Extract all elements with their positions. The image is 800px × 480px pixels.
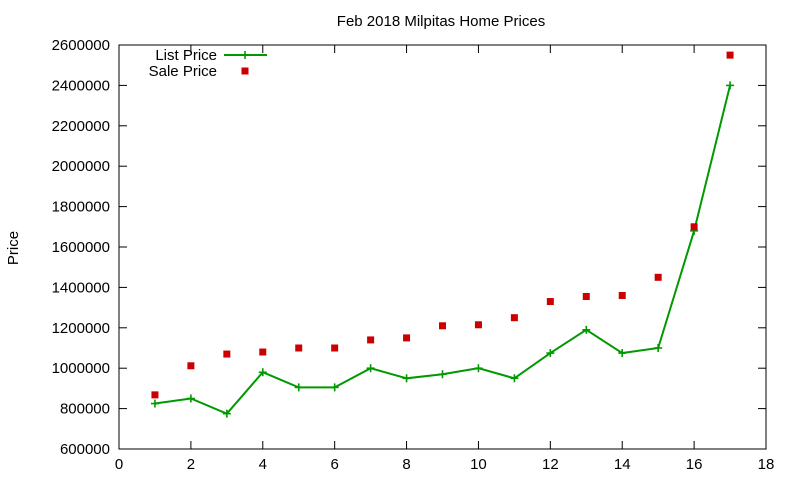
data-point-sale-price bbox=[151, 391, 159, 399]
data-point-list-price bbox=[510, 374, 519, 383]
series-list-price bbox=[150, 81, 735, 418]
data-point-sale-price bbox=[331, 344, 339, 352]
y-tick-label: 2400000 bbox=[52, 77, 110, 94]
y-axis-label: Price bbox=[5, 231, 22, 265]
data-point-sale-price bbox=[295, 344, 303, 352]
data-point-sale-price bbox=[474, 321, 482, 329]
x-tick-label: 2 bbox=[187, 456, 195, 473]
data-point-list-price bbox=[474, 364, 483, 373]
data-point-list-price bbox=[618, 349, 627, 358]
y-tick-label: 1000000 bbox=[52, 360, 110, 377]
series-line-list-price bbox=[154, 85, 732, 415]
data-point-sale-price bbox=[187, 362, 195, 370]
data-point-sale-price bbox=[367, 336, 375, 344]
x-tick-label: 14 bbox=[614, 456, 631, 473]
data-point-list-price bbox=[330, 383, 339, 392]
y-tick-label: 1400000 bbox=[52, 279, 110, 296]
y-tick-label: 2200000 bbox=[52, 118, 110, 135]
data-point-sale-price bbox=[439, 322, 446, 330]
data-point-sale-price bbox=[582, 292, 590, 300]
data-point-list-price bbox=[546, 349, 555, 358]
data-point-sale-price bbox=[259, 348, 267, 356]
data-point-list-price bbox=[726, 81, 735, 90]
legend-marker-sale-price bbox=[241, 67, 249, 75]
y-tick-label: 2600000 bbox=[52, 37, 110, 54]
data-point-sale-price bbox=[618, 291, 626, 299]
plot-frame bbox=[118, 44, 767, 450]
data-point-list-price bbox=[222, 409, 231, 418]
data-point-list-price bbox=[438, 370, 447, 379]
y-tick-label: 600000 bbox=[60, 441, 110, 458]
data-point-list-price bbox=[582, 325, 591, 334]
data-point-sale-price bbox=[546, 298, 554, 306]
data-point-list-price bbox=[366, 364, 375, 373]
data-point-sale-price bbox=[654, 273, 662, 281]
x-tick-label: 16 bbox=[686, 456, 703, 473]
series-sale-price bbox=[151, 51, 734, 399]
axis-ticks: 0 2 4 6 8 10 12 14 16 18 600000 800000 1000000 120000… bbox=[52, 37, 775, 473]
x-tick-label: 6 bbox=[330, 456, 338, 473]
x-tick-label: 0 bbox=[115, 456, 123, 473]
legend-label-sale-price: Sale Price bbox=[149, 63, 217, 80]
y-tick-label: 1200000 bbox=[52, 320, 110, 337]
data-point-sale-price bbox=[690, 223, 698, 231]
chart-title: Feb 2018 Milpitas Home Prices bbox=[337, 13, 545, 30]
y-tick-label: 1600000 bbox=[52, 239, 110, 256]
x-tick-label: 18 bbox=[758, 456, 775, 473]
x-tick-label: 4 bbox=[259, 456, 267, 473]
data-point-list-price bbox=[654, 344, 663, 352]
legend-label-list-price: List Price bbox=[155, 47, 217, 64]
data-point-list-price bbox=[402, 374, 411, 383]
x-tick-label: 12 bbox=[542, 456, 559, 473]
x-tick-label: 8 bbox=[402, 456, 410, 473]
data-point-sale-price bbox=[223, 350, 231, 358]
y-tick-label: 800000 bbox=[60, 401, 110, 418]
series-layer bbox=[150, 51, 735, 418]
data-point-sale-price bbox=[726, 51, 734, 59]
data-point-sale-price bbox=[510, 314, 518, 322]
y-tick-label: 2000000 bbox=[52, 158, 110, 175]
x-tick-label: 10 bbox=[470, 456, 487, 473]
data-point-sale-price bbox=[403, 334, 411, 342]
data-point-list-price bbox=[186, 394, 195, 403]
data-point-list-price bbox=[150, 399, 159, 408]
data-point-list-price bbox=[294, 383, 303, 392]
y-tick-label: 1800000 bbox=[52, 199, 110, 216]
data-point-list-price bbox=[258, 368, 267, 377]
legend-marker-list-price bbox=[241, 51, 249, 59]
